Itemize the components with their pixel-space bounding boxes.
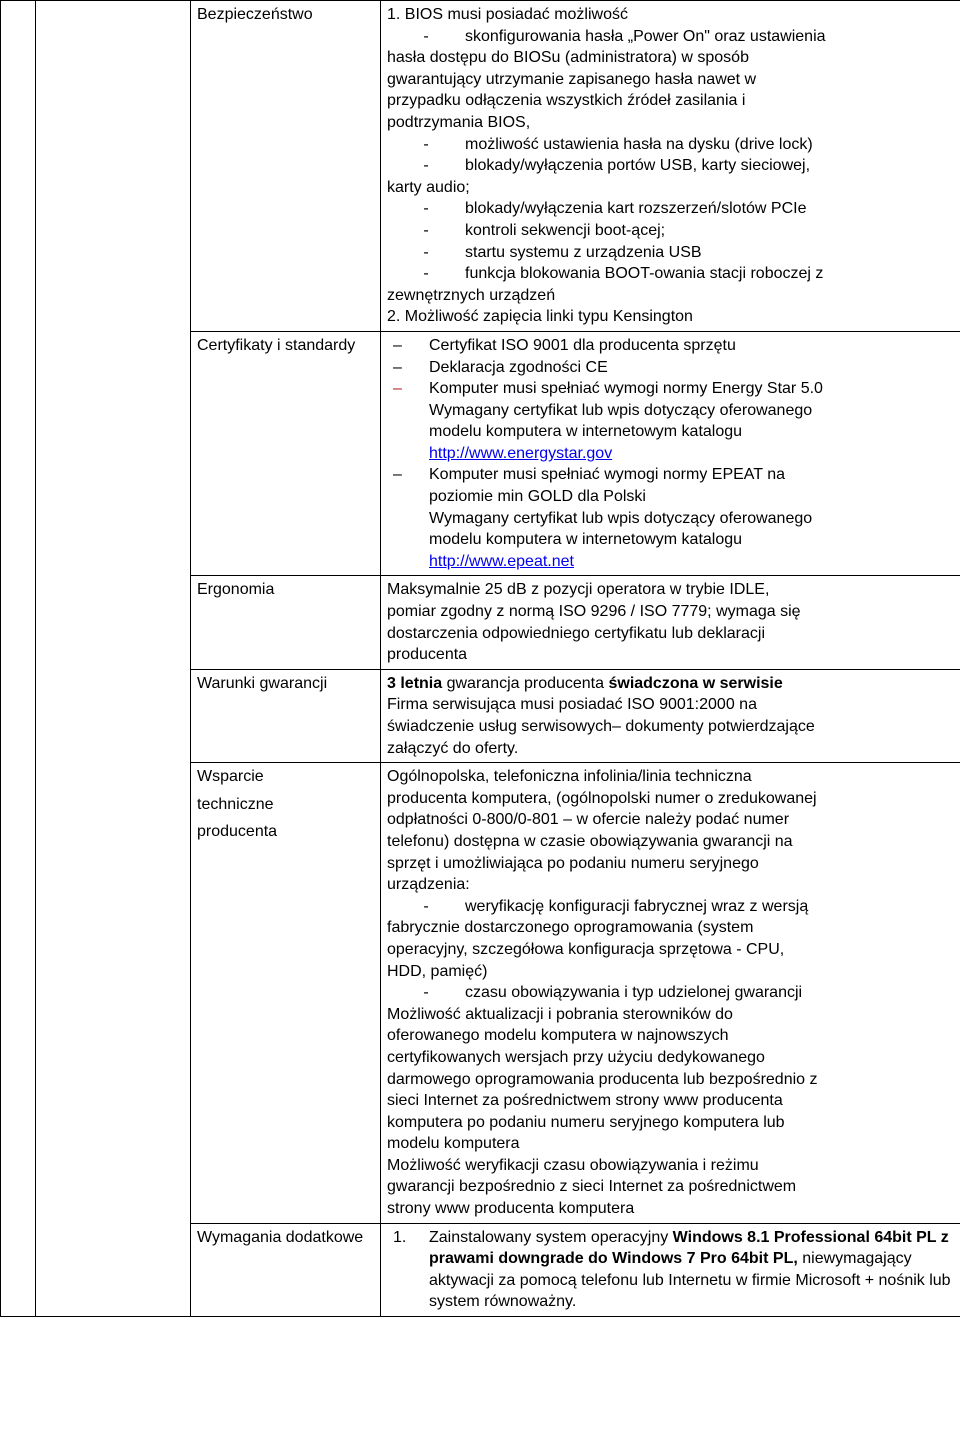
row-content: Maksymalnie 25 dB z pozycji operatora w … — [381, 576, 960, 669]
epeat-link[interactable]: http://www.epeat.net — [429, 553, 574, 570]
text-line: hasła dostępu do BIOSu (administratora) … — [387, 47, 954, 69]
text-line: Komputer musi spełniać wymogi normy Ener… — [429, 380, 823, 397]
text-line: sieci Internet za pośrednictwem strony w… — [387, 1090, 954, 1112]
dash-item: -weryfikację konfiguracji fabrycznej wra… — [387, 896, 954, 918]
text-line: Możliwość weryfikacji czasu obowiązywani… — [387, 1155, 954, 1177]
text-line: 2. Możliwość zapięcia linki typu Kensing… — [387, 306, 954, 328]
dash-item: -blokady/wyłączenia portów USB, karty si… — [387, 155, 954, 177]
text-line: modelu komputera w internetowym katalogu — [429, 531, 742, 548]
bullet-item: –Deklaracja zgodności CE — [387, 357, 954, 379]
row-content: –Certyfikat ISO 9001 dla producenta sprz… — [381, 331, 960, 576]
text-line: świadczenie usług serwisowych– dokumenty… — [387, 716, 954, 738]
text-line: sprzęt i umożliwiająca po podaniu numeru… — [387, 853, 954, 875]
dash-item: -funkcja blokowania BOOT-owania stacji r… — [387, 263, 954, 285]
text-line: certyfikowanych wersjach przy użyciu ded… — [387, 1047, 954, 1069]
text-line: Wymagany certyfikat lub wpis dotyczący o… — [429, 510, 812, 527]
text-line: fabrycznie dostarczonego oprogramowania … — [387, 917, 954, 939]
row-label: Certyfikaty i standardy — [191, 331, 381, 576]
text-line: Komputer musi spełniać wymogi normy EPEA… — [429, 466, 785, 483]
text-line: 3 letnia gwarancja producenta świadczona… — [387, 673, 954, 695]
dash-item: -startu systemu z urządzenia USB — [387, 242, 954, 264]
empty-cell-1 — [1, 1, 36, 1317]
text-line: darmowego oprogramowania producenta lub … — [387, 1069, 954, 1091]
dash-item: -kontroli sekwencji boot-ącej; — [387, 220, 954, 242]
text-line: oferowanego modelu komputera w najnowszy… — [387, 1025, 954, 1047]
row-content: 3 letnia gwarancja producenta świadczona… — [381, 669, 960, 762]
text-line: strony www producenta komputera — [387, 1198, 954, 1220]
text-line: HDD, pamięć) — [387, 961, 954, 983]
bullet-item: – Komputer musi spełniać wymogi normy EP… — [387, 464, 954, 572]
spec-table: Bezpieczeństwo 1. BIOS musi posiadać moż… — [0, 0, 960, 1317]
text-line: urządzenia: — [387, 874, 954, 896]
energystar-link[interactable]: http://www.energystar.gov — [429, 445, 612, 462]
text-line: Maksymalnie 25 dB z pozycji operatora w … — [387, 579, 954, 601]
dash-item: -blokady/wyłączenia kart rozszerzeń/slot… — [387, 198, 954, 220]
text-line: przypadku odłączenia wszystkich źródeł z… — [387, 90, 954, 112]
dash-item: -czasu obowiązywania i typ udzielonej gw… — [387, 982, 954, 1004]
text-line: dostarczenia odpowiedniego certyfikatu l… — [387, 623, 954, 645]
text-line: gwarantujący utrzymanie zapisanego hasła… — [387, 69, 954, 91]
row-label: Warunki gwarancji — [191, 669, 381, 762]
row-label: Wsparcie techniczne producenta — [191, 763, 381, 1223]
text-line: modelu komputera — [387, 1133, 954, 1155]
text-line: podtrzymania BIOS, — [387, 112, 954, 134]
text-line: komputera po podaniu numeru seryjnego ko… — [387, 1112, 954, 1134]
text-line: modelu komputera w internetowym katalogu — [429, 423, 742, 440]
empty-cell-2 — [36, 1, 191, 1317]
dash-item: -skonfigurowania hasła „Power On" oraz u… — [387, 26, 954, 48]
text-line: karty audio; — [387, 177, 954, 199]
text-line: Firma serwisująca musi posiadać ISO 9001… — [387, 694, 954, 716]
text-line: pomiar zgodny z normą ISO 9296 / ISO 777… — [387, 601, 954, 623]
bullet-item: –Certyfikat ISO 9001 dla producenta sprz… — [387, 335, 954, 357]
text-line: Ogólnopolska, telefoniczna infolinia/lin… — [387, 766, 954, 788]
numbered-item: 1. Zainstalowany system operacyjny Windo… — [387, 1227, 954, 1313]
text-line: odpłatności 0-800/0-801 – w ofercie nale… — [387, 809, 954, 831]
row-label: Bezpieczeństwo — [191, 1, 381, 332]
text-line: Możliwość aktualizacji i pobrania sterow… — [387, 1004, 954, 1026]
row-label: Ergonomia — [191, 576, 381, 669]
row-label: Wymagania dodatkowe — [191, 1223, 381, 1316]
text-line: załączyć do oferty. — [387, 738, 954, 760]
bullet-item: – Komputer musi spełniać wymogi normy En… — [387, 378, 954, 464]
row-content: 1. Zainstalowany system operacyjny Windo… — [381, 1223, 960, 1316]
text-line: producenta komputera, (ogólnopolski nume… — [387, 788, 954, 810]
row-content: 1. BIOS musi posiadać możliwość -skonfig… — [381, 1, 960, 332]
text-line: operacyjny, szczegółowa konfiguracja spr… — [387, 939, 954, 961]
text-line: gwarancji bezpośrednio z sieci Internet … — [387, 1176, 954, 1198]
row-content: Ogólnopolska, telefoniczna infolinia/lin… — [381, 763, 960, 1223]
text-line: telefonu) dostępna w czasie obowiązywani… — [387, 831, 954, 853]
text-line: 1. BIOS musi posiadać możliwość — [387, 4, 954, 26]
text-line: producenta — [387, 644, 954, 666]
text-line: Wymagany certyfikat lub wpis dotyczący o… — [429, 402, 812, 419]
text-line: poziomie min GOLD dla Polski — [429, 488, 646, 505]
dash-item: -możliwość ustawienia hasła na dysku (dr… — [387, 134, 954, 156]
text-line: zewnętrznych urządzeń — [387, 285, 954, 307]
table-row: Bezpieczeństwo 1. BIOS musi posiadać moż… — [1, 1, 960, 332]
